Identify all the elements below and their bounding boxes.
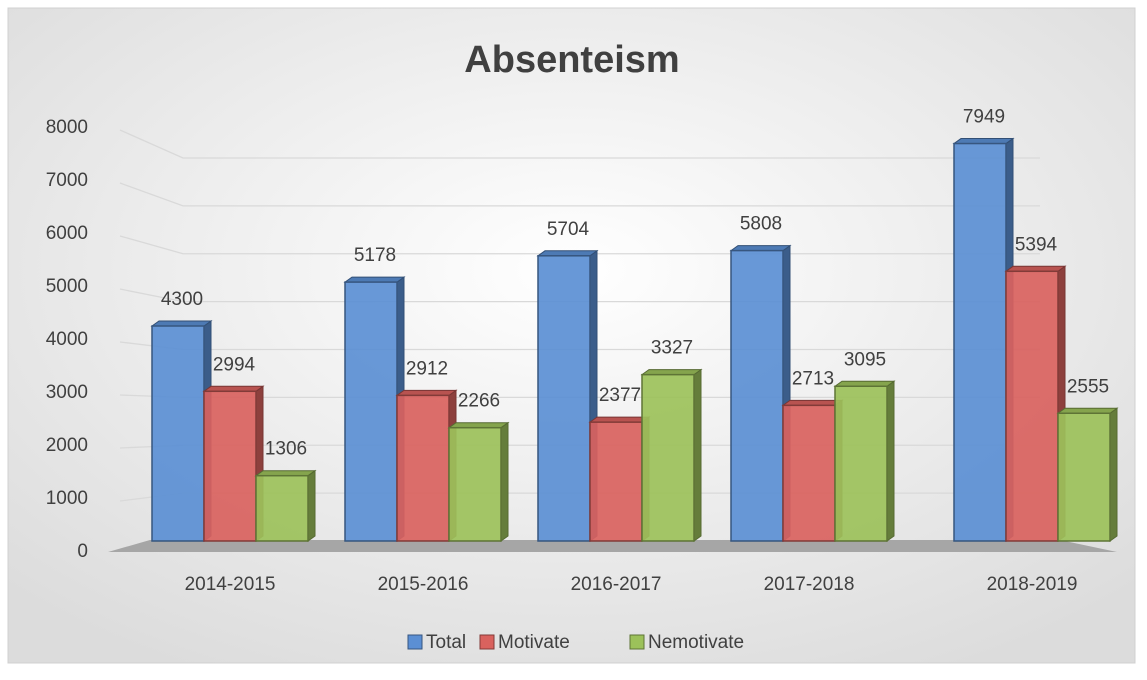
legend-label: Motivate bbox=[498, 632, 570, 653]
y-tick-label: 1000 bbox=[46, 488, 88, 509]
bar-top bbox=[202, 385, 265, 392]
data-label: 5178 bbox=[354, 245, 396, 266]
data-label: 3327 bbox=[651, 338, 693, 359]
y-tick-label: 6000 bbox=[46, 223, 88, 244]
bar-side bbox=[1109, 407, 1118, 542]
bar bbox=[151, 325, 205, 542]
legend-swatch bbox=[407, 634, 423, 650]
bar bbox=[255, 474, 309, 542]
bar bbox=[730, 249, 784, 542]
grid-line bbox=[119, 182, 1040, 207]
data-label: 4300 bbox=[161, 289, 203, 310]
y-tick-label: 5000 bbox=[46, 276, 88, 297]
bar bbox=[344, 281, 398, 542]
bar bbox=[537, 255, 591, 542]
bar bbox=[203, 390, 257, 542]
x-tick-label: 2018-2019 bbox=[987, 574, 1078, 595]
bar bbox=[641, 373, 695, 542]
data-label: 2713 bbox=[792, 368, 834, 389]
bar-side bbox=[886, 380, 895, 542]
data-label: 2377 bbox=[599, 385, 641, 406]
bar-top bbox=[640, 369, 703, 376]
bar bbox=[953, 142, 1007, 542]
bar bbox=[448, 426, 502, 542]
bar bbox=[782, 404, 836, 542]
data-label: 1306 bbox=[265, 439, 307, 460]
floor bbox=[108, 540, 1117, 552]
bar bbox=[1005, 270, 1059, 542]
y-tick-label: 7000 bbox=[46, 170, 88, 191]
x-tick-label: 2015-2016 bbox=[378, 574, 469, 595]
chart-title: Absenteism bbox=[464, 39, 679, 81]
bar-side bbox=[307, 469, 316, 542]
x-tick-label: 2017-2018 bbox=[764, 574, 855, 595]
data-label: 5808 bbox=[740, 214, 782, 235]
legend-swatch bbox=[479, 634, 495, 650]
grid-line bbox=[119, 129, 1040, 159]
y-tick-label: 2000 bbox=[46, 435, 88, 456]
bar bbox=[396, 394, 450, 542]
x-tick-label: 2014-2015 bbox=[185, 574, 276, 595]
bar-side bbox=[693, 368, 702, 542]
bar bbox=[834, 385, 888, 542]
legend-label: Total bbox=[426, 632, 466, 653]
bar-top bbox=[395, 389, 458, 396]
legend-swatch bbox=[629, 634, 645, 650]
y-tick-label: 0 bbox=[77, 541, 88, 562]
data-label: 5394 bbox=[1015, 234, 1058, 255]
data-label: 2555 bbox=[1067, 376, 1109, 397]
data-label: 7949 bbox=[963, 107, 1005, 128]
bar-side bbox=[500, 421, 509, 542]
y-tick-label: 8000 bbox=[46, 117, 88, 138]
data-label: 2994 bbox=[213, 354, 256, 375]
data-label: 3095 bbox=[844, 349, 886, 370]
y-tick-label: 3000 bbox=[46, 382, 88, 403]
y-tick-label: 4000 bbox=[46, 329, 88, 350]
bar-top bbox=[952, 138, 1015, 145]
data-label: 2266 bbox=[458, 391, 500, 412]
bar-top bbox=[536, 250, 599, 257]
bar bbox=[589, 421, 643, 542]
data-label: 5704 bbox=[547, 219, 590, 240]
x-tick-label: 2016-2017 bbox=[571, 574, 662, 595]
legend-label: Nemotivate bbox=[648, 632, 744, 653]
bar bbox=[1057, 412, 1111, 542]
data-label: 2912 bbox=[406, 358, 448, 379]
